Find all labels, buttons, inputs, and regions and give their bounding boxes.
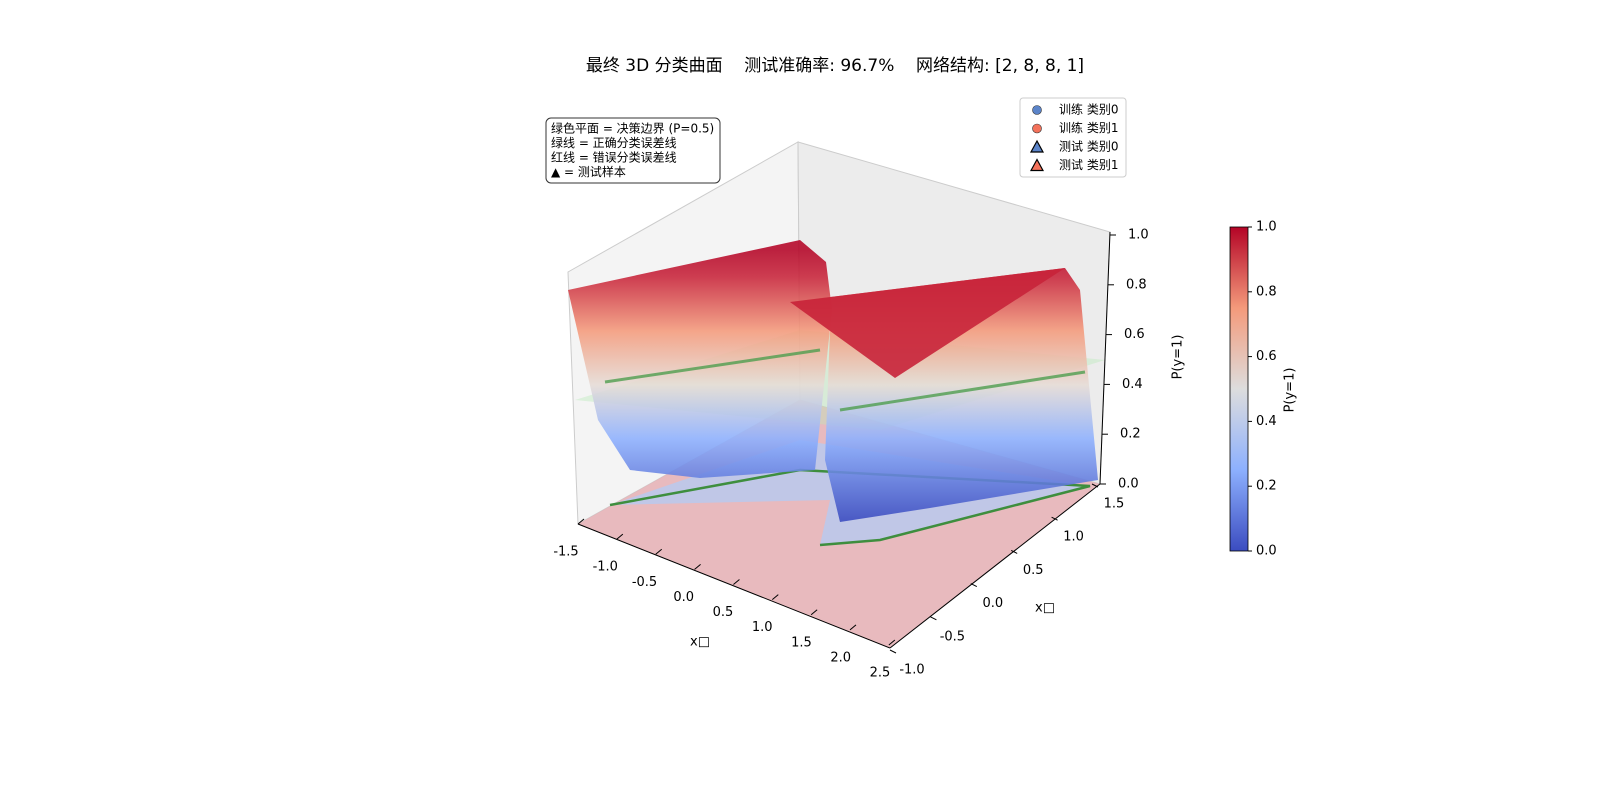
x-tick (888, 639, 896, 646)
colorbar-tick-label: 0.6 (1256, 349, 1277, 364)
chart-title: 最终 3D 分类曲面 测试准确率: 96.7% 网络结构: [2, 8, 8, … (586, 56, 1084, 76)
y-tick-label: -1.0 (899, 663, 924, 678)
y-tick (930, 616, 937, 621)
z-tick-label: 0.2 (1120, 427, 1141, 442)
x-tick-label: 2.5 (870, 666, 891, 681)
colorbar-label: P(y=1) (1283, 368, 1298, 413)
y-tick-label: 0.0 (982, 596, 1003, 611)
z-tick-label: 0.8 (1126, 277, 1147, 292)
legend-marker (1032, 105, 1042, 115)
x-axis-label: x□ (690, 635, 710, 650)
y-tick (1010, 549, 1018, 554)
legend-label: 训练 类别0 (1059, 102, 1118, 117)
z-tick-label: 0.0 (1118, 477, 1139, 492)
colorbar-tick-label: 0.0 (1256, 544, 1277, 559)
z-tick-label: 0.4 (1122, 377, 1143, 392)
y-tick (1091, 483, 1099, 488)
y-tick-label: 1.0 (1063, 530, 1084, 545)
y-tick-label: 1.5 (1104, 497, 1125, 512)
colorbar-tick-label: 0.2 (1256, 479, 1277, 494)
legend-marker (1029, 158, 1045, 172)
x-tick-label: 2.0 (830, 650, 851, 665)
axes-edges (577, 231, 1111, 649)
x-tick (771, 594, 779, 601)
colorbar (1229, 226, 1249, 552)
annotation-line: 绿线 = 正确分类误差线 (551, 135, 677, 150)
x-tick-label: 1.0 (752, 620, 773, 635)
x-tick-label: 0.5 (713, 605, 734, 620)
y-tick-label: 0.5 (1023, 563, 1044, 578)
colorbar-tick-label: 0.8 (1256, 284, 1277, 299)
y-tick (970, 583, 978, 588)
x-tick (733, 579, 740, 585)
x-tick (849, 624, 857, 631)
y-axis-label: x□ (1035, 601, 1055, 616)
y-tick-label: -0.5 (940, 629, 965, 644)
x-tick (810, 609, 818, 616)
annotation-line: 绿色平面 = 决策边界 (P=0.5) (551, 121, 714, 136)
x-tick-label: -1.0 (593, 560, 618, 575)
x-tick (616, 533, 624, 540)
annotation-line: ▲ = 测试样本 (551, 164, 626, 179)
x-tick-label: 1.5 (791, 635, 812, 650)
x-tick-label: 0.0 (673, 590, 694, 605)
colorbar-tick-label: 0.4 (1256, 414, 1277, 429)
surface (568, 240, 1105, 522)
legend-marker (1029, 139, 1045, 153)
z-tick-label: 0.6 (1124, 327, 1145, 342)
legend-label: 测试 类别1 (1059, 157, 1118, 172)
annotation-line: 红线 = 错误分类误差线 (551, 150, 677, 165)
colorbar-tick-label: 1.0 (1256, 220, 1277, 235)
y-tick (1051, 516, 1058, 521)
x-tick-label: -0.5 (632, 575, 657, 590)
legend-label: 测试 类别0 (1059, 139, 1118, 154)
legend-marker (1032, 123, 1042, 134)
y-tick (889, 649, 897, 654)
z-tick-label: 1.0 (1128, 228, 1149, 243)
legend: 训练 类别0 训练 类别1 测试 类别0 测试 类别1 (1019, 97, 1127, 178)
legend-label: 训练 类别1 (1059, 120, 1118, 135)
x-tick (577, 518, 585, 525)
x-tick (694, 563, 701, 570)
x-tick-label: -1.5 (553, 545, 578, 560)
x-tick (655, 548, 663, 555)
z-axis-label: P(y=1) (1171, 335, 1186, 380)
